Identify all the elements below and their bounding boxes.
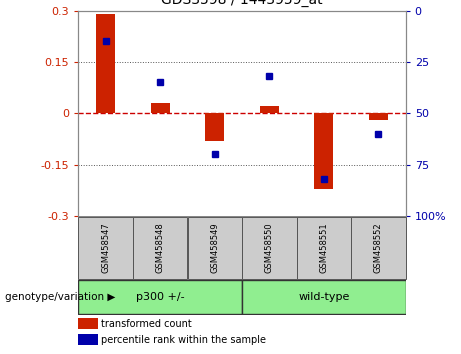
Bar	[205, 113, 225, 141]
Text: GSM458552: GSM458552	[374, 222, 383, 273]
FancyBboxPatch shape	[133, 217, 188, 279]
Text: p300 +/-: p300 +/-	[136, 292, 184, 302]
FancyBboxPatch shape	[78, 280, 242, 314]
Text: percentile rank within the sample: percentile rank within the sample	[101, 335, 266, 345]
Text: GSM458551: GSM458551	[319, 222, 328, 273]
Bar	[78, 334, 98, 346]
Text: wild-type: wild-type	[298, 292, 349, 302]
FancyBboxPatch shape	[351, 217, 406, 279]
Title: GDS3598 / 1443959_at: GDS3598 / 1443959_at	[161, 0, 323, 7]
Text: GSM458550: GSM458550	[265, 222, 274, 273]
Text: transformed count: transformed count	[101, 319, 192, 329]
Bar	[78, 318, 98, 329]
FancyBboxPatch shape	[296, 217, 351, 279]
Text: GSM458548: GSM458548	[156, 222, 165, 273]
FancyBboxPatch shape	[188, 217, 242, 279]
Text: genotype/variation ▶: genotype/variation ▶	[5, 292, 115, 302]
FancyBboxPatch shape	[78, 217, 133, 279]
FancyBboxPatch shape	[242, 217, 296, 279]
Text: GSM458547: GSM458547	[101, 222, 110, 273]
Bar	[96, 14, 115, 113]
FancyBboxPatch shape	[242, 280, 406, 314]
Bar	[260, 107, 279, 113]
Text: GSM458549: GSM458549	[210, 222, 219, 273]
Bar	[151, 103, 170, 113]
Bar	[314, 113, 333, 189]
Bar	[369, 113, 388, 120]
